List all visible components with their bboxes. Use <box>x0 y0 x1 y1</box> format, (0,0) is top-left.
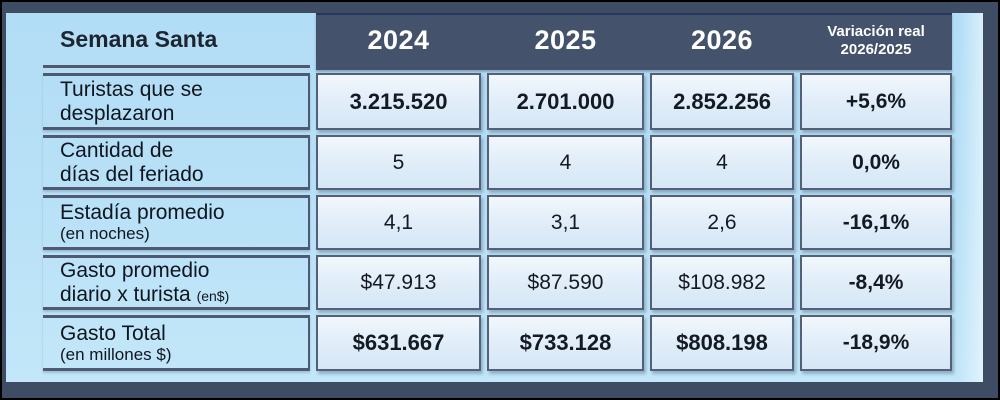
row-label-line2: días del feriado <box>60 162 204 186</box>
cell-estadia-2025: 3,1 <box>487 195 644 250</box>
row-label-line1: Cantidad de <box>60 139 174 163</box>
cell-estadia-2024: 4,1 <box>316 195 481 250</box>
column-header-2025: 2025 <box>534 25 597 55</box>
cell-dias-2024: 5 <box>316 135 481 190</box>
row-label-line1: Gasto Total <box>60 321 166 345</box>
cell-turistas-2026: 2.852.256 <box>650 73 794 130</box>
table-title: Semana Santa <box>43 13 310 68</box>
cell-gasto-total-2026: $808.198 <box>650 315 794 371</box>
cell-gasto-total-variation: -18,9% <box>800 315 952 371</box>
cell-gasto-total-2025: $733.128 <box>487 315 644 371</box>
row-label-estadia: Estadía promedio (en noches) <box>43 195 310 250</box>
cell-turistas-2025: 2.701.000 <box>487 73 644 130</box>
column-header-variation: Variación real 2026/2025 <box>800 13 952 68</box>
cell-gasto-promedio-2026: $108.982 <box>650 255 794 310</box>
row-label-note: (en millones $) <box>60 344 172 364</box>
row-label-line1: Gasto promedio <box>60 259 210 283</box>
cell-estadia-variation: -16,1% <box>800 195 952 250</box>
cell-turistas-variation: +5,6% <box>800 73 952 130</box>
row-label-note: (en$) <box>196 287 230 304</box>
row-label-line1: Estadía promedio <box>60 201 225 225</box>
variation-header-line2: 2026/2025 <box>840 40 912 58</box>
row-label-turistas: Turistas que se desplazaron <box>43 73 310 130</box>
slide-right-highlight <box>959 13 983 382</box>
cell-gasto-promedio-variation: -8,4% <box>800 255 952 310</box>
row-label-gasto-total: Gasto Total (en millones $) <box>43 315 310 371</box>
cell-gasto-promedio-2025: $87.590 <box>487 255 644 310</box>
cell-turistas-2024: 3.215.520 <box>316 73 481 130</box>
cell-dias-variation: 0,0% <box>800 135 952 190</box>
column-header-2024: 2024 <box>367 25 430 55</box>
row-label-line2-text: diario x turista <box>60 282 191 306</box>
row-label-note: (en noches) <box>60 224 150 244</box>
row-label-dias-feriado: Cantidad de días del feriado <box>43 135 310 190</box>
cell-gasto-total-2024: $631.667 <box>316 315 481 371</box>
variation-header-line1: Variación real <box>827 22 925 40</box>
cell-estadia-2026: 2,6 <box>650 195 794 250</box>
row-label-line2: desplazaron <box>60 101 175 125</box>
row-label-gasto-promedio: Gasto promedio diario x turista (en$) <box>43 255 310 310</box>
row-label-line1: Turistas que se <box>60 78 203 102</box>
table-title-label: Semana Santa <box>60 25 218 52</box>
table-header-band <box>316 13 952 70</box>
cell-gasto-promedio-2024: $47.913 <box>316 255 481 310</box>
column-header-2026: 2026 <box>690 25 754 55</box>
row-label-line2: diario x turista (en$) <box>60 283 308 306</box>
cell-dias-2026: 4 <box>650 135 794 190</box>
cell-dias-2025: 4 <box>487 135 644 190</box>
semana-santa-table: Semana Santa 2024 2025 2026 Variación re… <box>43 13 952 371</box>
